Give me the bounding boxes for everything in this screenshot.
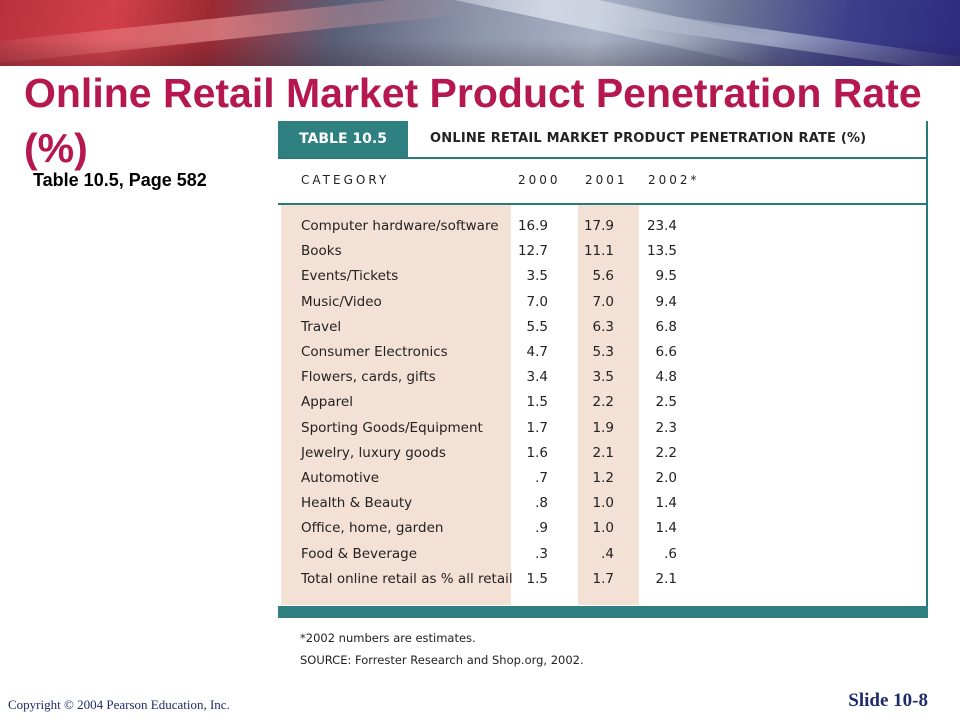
value-2002-cell: 6.8	[655, 318, 677, 335]
category-cell: Flowers, cards, gifts	[301, 369, 436, 386]
category-cell: Jewelry, luxury goods	[301, 444, 446, 461]
category-cell: Events/Tickets	[301, 268, 399, 285]
table-row: Events/Tickets 3.5 5.6 9.5	[278, 264, 928, 289]
table-source: SOURCE: Forrester Research and Shop.org,…	[300, 653, 584, 667]
table-row: Apparel 1.5 2.2 2.5	[278, 390, 928, 415]
value-2000-cell: 16.9	[517, 218, 548, 234]
value-2002-cell: 1.4	[655, 520, 677, 537]
table-row: Flowers, cards, gifts 3.4 3.5 4.8	[278, 365, 928, 390]
header-2001: 2001	[585, 173, 628, 187]
category-column-shade	[281, 205, 511, 605]
value-2000-cell: 1.5	[526, 570, 548, 587]
category-cell: Travel	[301, 318, 342, 335]
value-2001-cell: .4	[601, 545, 614, 562]
table-row: Sporting Goods/Equipment 1.7 1.9 2.3	[278, 416, 928, 441]
value-2000-cell: .7	[535, 470, 548, 486]
value-2001-cell: 3.5	[592, 369, 614, 386]
category-cell: Computer hardware/software	[301, 218, 499, 234]
value-2002-cell: 9.4	[655, 293, 677, 310]
category-cell: Health & Beauty	[301, 495, 413, 512]
value-2000-cell: 4.7	[526, 344, 548, 360]
value-2002-cell: 9.5	[655, 268, 677, 285]
value-2002-cell: 2.3	[655, 419, 677, 436]
value-2002-cell: 1.4	[655, 495, 677, 512]
value-2001-cell: 5.3	[592, 344, 614, 360]
table-title: ONLINE RETAIL MARKET PRODUCT PENETRATION…	[430, 131, 867, 146]
category-cell: Apparel	[301, 394, 353, 411]
value-2002-cell: 2.2	[655, 444, 677, 461]
category-cell: Automotive	[301, 470, 380, 486]
value-2002-cell: 2.1	[655, 570, 677, 587]
category-cell: Consumer Electronics	[301, 344, 448, 360]
value-2002-cell: 2.5	[655, 394, 677, 411]
value-2001-cell: 5.6	[592, 268, 614, 285]
value-2001-cell: 1.0	[592, 495, 614, 512]
value-2000-cell: 5.5	[526, 318, 548, 335]
table-row: Automotive .7 1.2 2.0	[278, 466, 928, 491]
table-row: Food & Beverage .3 .4 .6	[278, 542, 928, 567]
header-2000: 2000	[518, 173, 561, 187]
slide-number: Slide 10-8	[848, 690, 928, 711]
value-2001-cell: 1.9	[592, 419, 614, 436]
value-2000-cell: 1.6	[526, 444, 548, 461]
table-bottom-bar	[278, 606, 928, 618]
table-row: Jewelry, luxury goods 1.6 2.1 2.2	[278, 441, 928, 466]
value-2001-cell: 17.9	[583, 218, 614, 234]
category-cell: Books	[301, 243, 342, 260]
value-2001-cell: 1.2	[592, 470, 614, 486]
value-2001-cell: 6.3	[592, 318, 614, 335]
table-row: Consumer Electronics 4.7 5.3 6.6	[278, 340, 928, 365]
table-footnote: *2002 numbers are estimates.	[300, 631, 476, 645]
slide-title: Online Retail Market Product Penetration…	[24, 70, 922, 171]
value-2000-cell: .9	[535, 520, 548, 537]
value-2001-cell: 7.0	[592, 293, 614, 310]
value-2000-cell: 12.7	[517, 243, 548, 260]
value-2001-cell: 2.1	[592, 444, 614, 461]
value-2002-cell: 6.6	[655, 344, 677, 360]
slide-subtitle: Table 10.5, Page 582	[33, 170, 207, 190]
value-2002-cell: 23.4	[646, 218, 677, 234]
value-2002-cell: 2.0	[655, 470, 677, 486]
data-table-figure: TABLE 10.5 ONLINE RETAIL MARKET PRODUCT …	[278, 121, 928, 618]
category-cell: Office, home, garden	[301, 520, 444, 537]
table-row: Computer hardware/software 16.9 17.9 23.4	[278, 214, 928, 239]
header-2002: 2002*	[648, 173, 700, 187]
category-cell: Food & Beverage	[301, 545, 418, 562]
value-2001-cell: 11.1	[583, 243, 614, 260]
value-2000-cell: 1.7	[526, 419, 548, 436]
value-2002-cell: 4.8	[655, 369, 677, 386]
value-2000-cell: 3.4	[526, 369, 548, 386]
value-2002-cell: .6	[664, 545, 677, 562]
value-2001-cell: 1.7	[592, 570, 614, 587]
copyright-notice: Copyright © 2004 Pearson Education, Inc.	[8, 697, 230, 712]
header-banner-image	[0, 0, 960, 66]
table-row: Health & Beauty .8 1.0 1.4	[278, 491, 928, 516]
table-tag: TABLE 10.5	[278, 121, 408, 157]
value-2000-cell: 3.5	[526, 268, 548, 285]
value-2000-cell: .8	[535, 495, 548, 512]
value-2001-cell: 1.0	[592, 520, 614, 537]
value-2000-cell: 7.0	[526, 293, 548, 310]
table-row: Books 12.7 11.1 13.5	[278, 239, 928, 264]
value-2001-cell: 2.2	[592, 394, 614, 411]
table-row: Music/Video 7.0 7.0 9.4	[278, 290, 928, 315]
value-2000-cell: .3	[535, 545, 548, 562]
value-2002-cell: 13.5	[646, 243, 677, 260]
table-title-bar: TABLE 10.5 ONLINE RETAIL MARKET PRODUCT …	[278, 121, 928, 159]
category-cell: Total online retail as % all retail	[301, 570, 513, 587]
header-category: CATEGORY	[301, 173, 390, 187]
year-2001-column-shade	[578, 205, 639, 605]
value-2000-cell: 1.5	[526, 394, 548, 411]
table-row: Total online retail as % all retail 1.5 1.…	[278, 567, 928, 592]
table-row: Office, home, garden .9 1.0 1.4	[278, 516, 928, 541]
category-cell: Music/Video	[301, 293, 382, 310]
category-cell: Sporting Goods/Equipment	[301, 419, 483, 436]
table-row: Travel 5.5 6.3 6.8	[278, 315, 928, 340]
